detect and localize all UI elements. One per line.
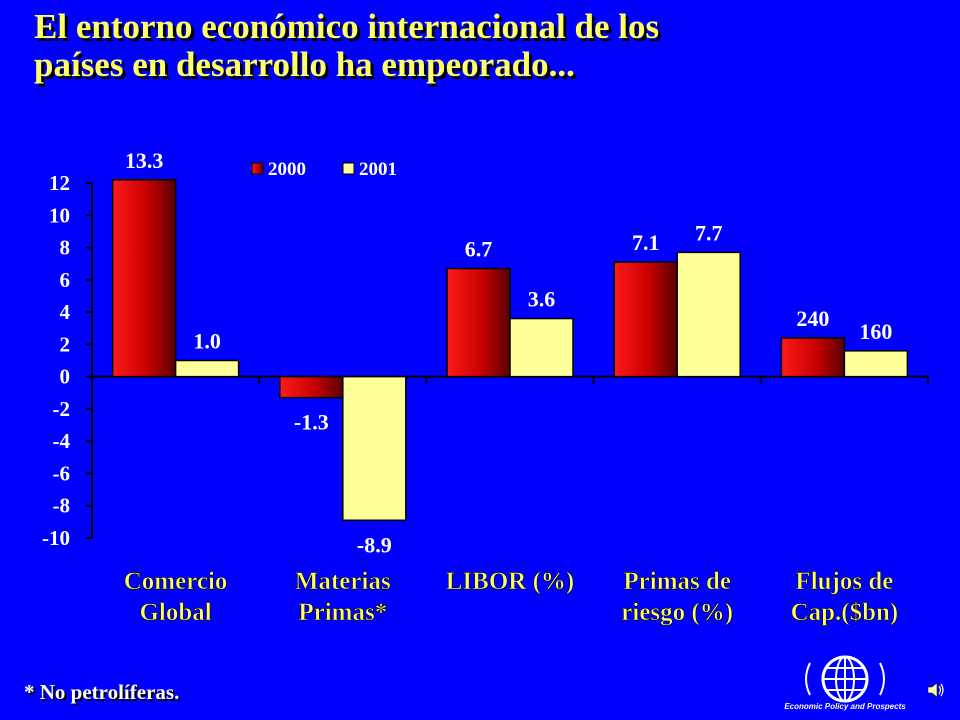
legend-label-2000: 2000 [268,159,306,180]
data-label-2001-2: 3.6 [528,287,556,312]
bar-2001-4 [843,350,909,378]
data-label-2000-1: -1.3 [294,410,329,435]
data-label-2000-4: 240 [796,306,829,331]
chart-category-labels: Comercio Global Materias Primas* LIBOR (%) Pr… [123,568,899,627]
globe-icon [805,655,885,703]
logo-text: Economic Policy and Prospects [784,702,906,711]
category-label-4-0: Flujos de [795,568,893,595]
legend-label-2001: 2001 [359,159,397,180]
category-label-1-1: Primas* [298,599,387,626]
y-tick-label: 2 [60,332,71,356]
data-label-2000-0: 13.3 [125,148,164,173]
category-label-0-0: Comercio [124,568,228,595]
data-label-2001-0: 1.0 [193,329,221,354]
bar-2001-0 [174,359,240,378]
legend-swatch-2001 [342,162,355,175]
bar-2000-2 [446,267,511,378]
data-label-2001-3: 7.7 [695,220,723,245]
world-bank-logo: Economic Policy and Prospects [770,655,920,715]
title-line-2: países en desarrollo ha empeorado... [34,45,575,84]
data-label-2001-1: -8.9 [357,532,392,557]
data-label-2000-3: 7.1 [632,230,660,255]
category-label-0-1: Global [139,599,211,626]
chart-bars [111,179,909,521]
y-tick-label: 0 [60,365,71,389]
legend-swatch-2000 [251,162,264,175]
y-tick-label: -4 [53,429,71,453]
bar-2001-1 [342,375,407,521]
data-label-2000-2: 6.7 [465,237,493,262]
category-label-2-0: LIBOR (%) [446,568,574,595]
bar-2001-3 [676,251,741,378]
y-tick-label: 4 [60,300,71,324]
bar-2000-3 [613,261,678,378]
bar-2000-0 [111,179,177,378]
data-label-2001-4: 160 [859,319,892,344]
y-tick-label: -8 [53,494,71,518]
chart-data-labels: 13.3 -1.3 6.7 7.1 240 1.0 -8.9 3.6 7.7 160 [125,148,893,557]
bar-2001-2 [509,317,574,378]
y-tick-label: 8 [60,236,71,260]
slide-title: El entorno económico internacional de lo… [34,8,934,84]
category-label-4-1: Cap.($bn) [791,599,899,626]
footnote: * No petrolíferas. [24,680,180,704]
category-label-3-1: riesgo (%) [621,599,733,626]
bar-2000-1 [279,375,344,399]
y-tick-label: -2 [53,397,71,421]
y-tick-label: -6 [53,461,71,485]
category-label-3-0: Primas de [623,568,731,595]
chart-legend: 2000 2001 [251,159,397,180]
y-tick-label: 12 [49,171,70,195]
y-tick-label: 10 [49,203,70,227]
speaker-icon[interactable] [926,680,946,700]
chart-axes: 12 10 8 6 4 2 0 -2 -4 -6 -8 -10 [42,171,929,550]
title-line-1: El entorno económico internacional de lo… [34,7,660,46]
bar-2000-4 [780,337,846,378]
category-label-1-0: Materias [295,568,391,595]
y-tick-label: 6 [60,268,71,292]
y-tick-label: -10 [42,526,70,550]
